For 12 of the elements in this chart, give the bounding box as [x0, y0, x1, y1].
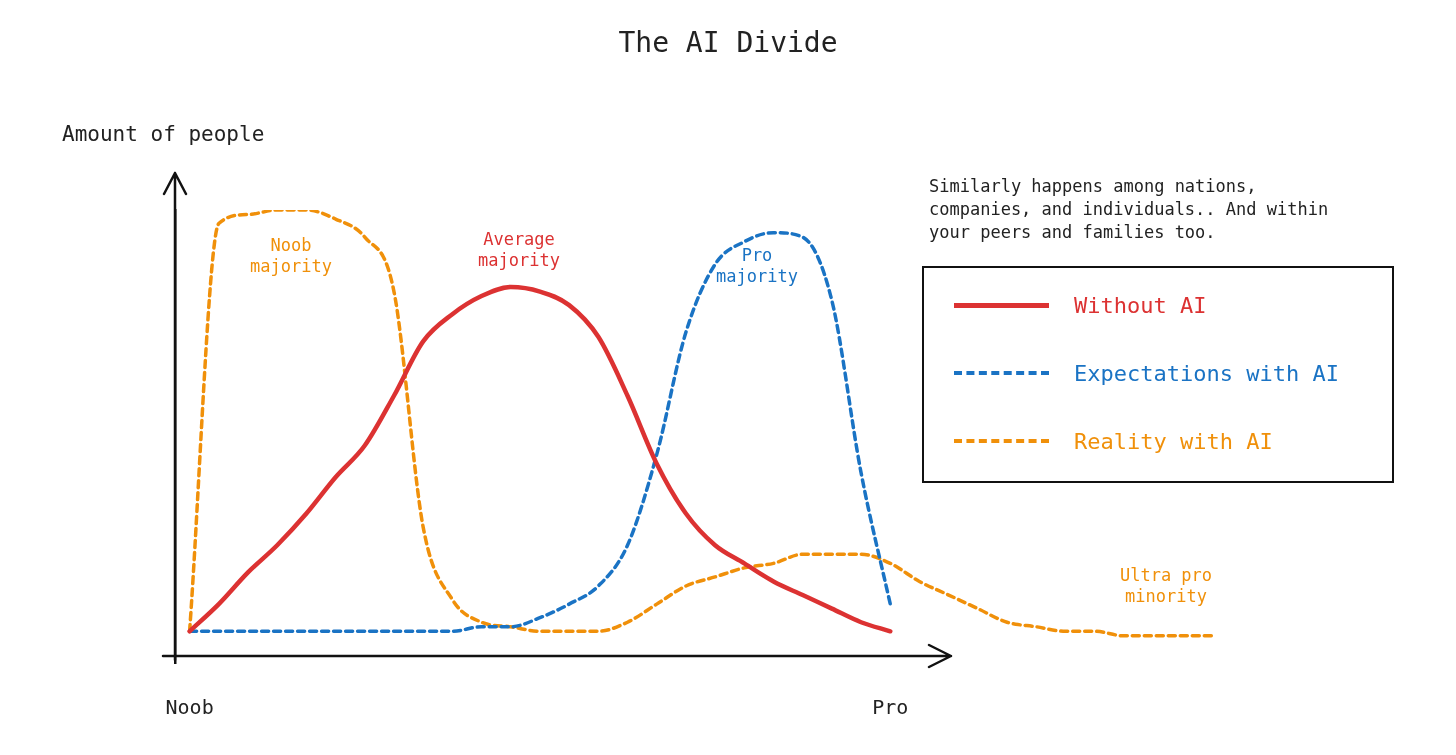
annotation: Pro majority: [715, 245, 799, 288]
annotation: Similarly happens among nations, companies, and individuals.. And within your peers and families too.: [929, 175, 1330, 244]
legend-label: Reality with AI: [1074, 428, 1273, 454]
legend-label: Without AI: [1074, 292, 1207, 318]
annotation: Average majority: [477, 229, 561, 272]
legend-label: Expectations with AI: [1074, 360, 1339, 386]
x-tick-label: Pro: [872, 695, 909, 720]
x-tick-label: Noob: [165, 695, 214, 720]
annotation: Ultra pro minority: [1118, 565, 1214, 608]
annotation: Noob majority: [249, 235, 333, 278]
chart-title: The AI Divide: [618, 26, 838, 59]
y-axis-title: Amount of people: [62, 122, 265, 146]
